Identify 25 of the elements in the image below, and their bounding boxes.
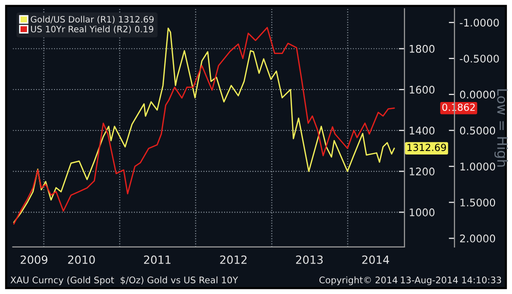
- y2-tick-label: 0.5000: [460, 126, 496, 135]
- y2-tick-label: 0.0000: [460, 90, 496, 99]
- legend-label: Gold/US Dollar (R1) 1312.69: [30, 16, 154, 24]
- y2-tick-label: 1.0000: [460, 162, 496, 170]
- annotation: 1312.69: [408, 144, 446, 152]
- y2-axis-title: Low = High: [494, 89, 508, 167]
- y-tick-label: 1000: [410, 208, 434, 216]
- y-tick-label: 1800: [410, 44, 434, 53]
- text: XAU Curncy (Gold Spot $/Oz) Gold vs US Real 10Y: [10, 276, 238, 286]
- x-tick-label: 2013: [296, 255, 323, 264]
- legend-label: US 10Yr Real Yield (R2) 0.19: [31, 26, 154, 34]
- y2-tick-label: 2.0000: [460, 234, 496, 242]
- text: 13-Aug-2014 14:10:33: [400, 276, 502, 286]
- y2-tick-label: -0.5000: [460, 54, 499, 63]
- y2-tick-label: 1.5000: [460, 198, 496, 206]
- x-tick-label: 2009: [20, 255, 48, 264]
- y-tick-label: 1600: [410, 86, 434, 94]
- y-tick-label: 1400: [410, 126, 434, 135]
- x-tick-label: 2012: [220, 255, 247, 264]
- y-tick-label: 1200: [410, 168, 434, 176]
- x-tick-label: 2010: [68, 255, 95, 264]
- x-tick-label: 2011: [144, 255, 170, 264]
- y2-tick-label: -1.0000: [460, 18, 499, 27]
- text: Copyright© 2014: [319, 276, 398, 286]
- x-tick-label: 2014: [362, 255, 390, 264]
